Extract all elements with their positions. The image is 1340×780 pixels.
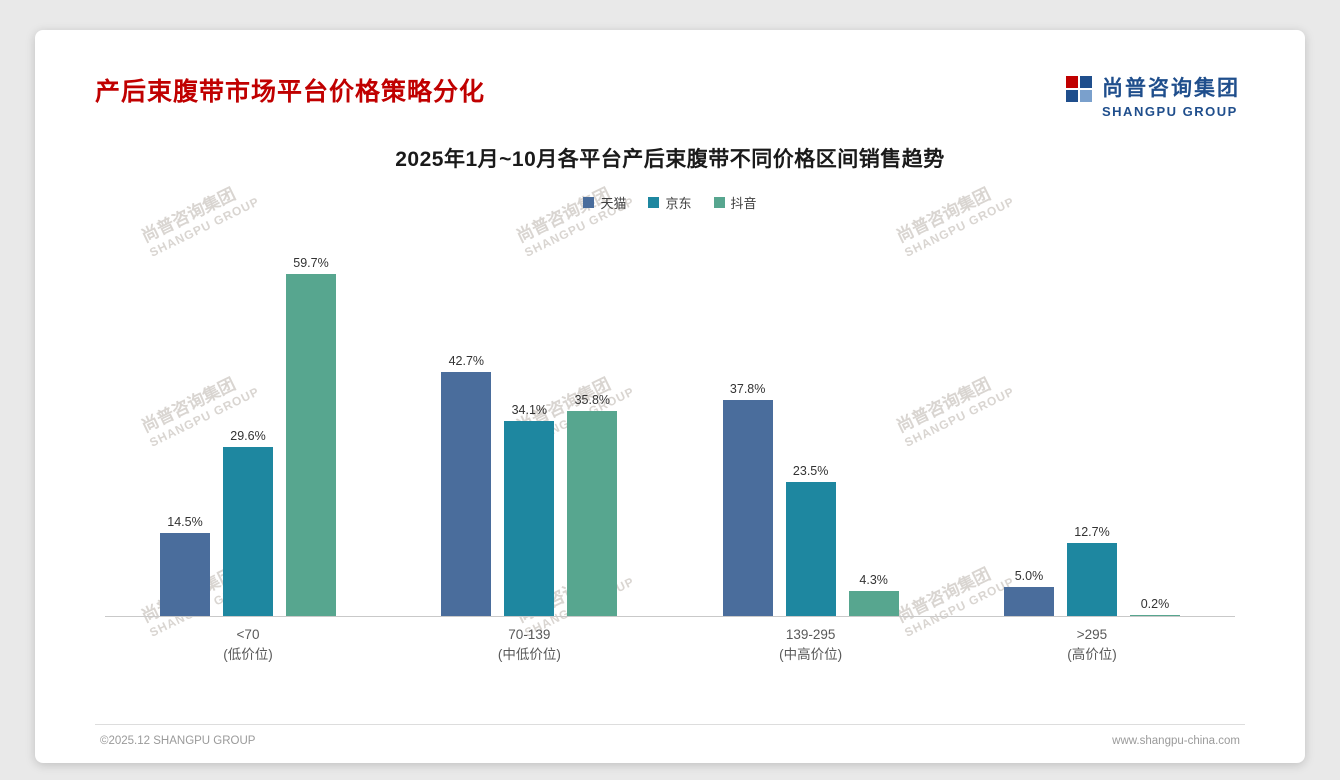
x-axis-labels: <70 (低价位) 70-139 (中低价位) 139-295 (中高价位) >295 (高价…	[105, 625, 1235, 664]
bar-column: 34.1%	[504, 403, 555, 616]
bar-value-label: 34.1%	[511, 403, 548, 417]
bar-抖音-<70	[286, 274, 336, 616]
legend-swatch	[583, 197, 595, 208]
bar-value-label: 37.8%	[729, 382, 766, 396]
legend-item-抖音: 抖音	[713, 193, 757, 212]
bar-value-label: 23.5%	[792, 464, 829, 478]
footer-copyright: ©2025.12 SHANGPU GROUP	[100, 735, 256, 747]
bar-value-label: 12.7%	[1074, 525, 1110, 539]
bar-京东->295	[1066, 543, 1117, 616]
footer-website: www.shangpu-china.com	[1112, 735, 1240, 747]
category-label-70-139: 70-139 (中低价位)	[497, 627, 561, 662]
bar-group-70-139: 42.7% 34.1% 35.8%	[441, 354, 618, 616]
category-label-<70: <70 (低价位)	[223, 627, 273, 662]
chart-title: 2025年1月~10月各平台产后束腹带不同价格区间销售趋势	[395, 148, 945, 171]
bar-抖音-139-295	[848, 591, 899, 616]
bar-column: 5.0%	[1003, 569, 1054, 616]
bar-column: 14.5%	[160, 515, 210, 616]
logo-name-cn: 尚普咨询集团	[1102, 77, 1240, 100]
bar-column: 35.8%	[567, 393, 618, 616]
legend-label: 京东	[665, 196, 692, 211]
bar-group-<70: 14.5% 29.6% 59.7%	[160, 256, 336, 616]
bar-天猫-70-139	[441, 372, 492, 616]
legend-swatch	[713, 197, 725, 208]
bar-京东-139-295	[785, 482, 836, 616]
bar-天猫->295	[1003, 587, 1054, 616]
legend-label: 天猫	[600, 196, 627, 211]
bar-value-label: 4.3%	[859, 573, 888, 587]
logo-icon	[1066, 76, 1092, 102]
chart-legend: 天猫 京东 抖音	[35, 193, 1305, 212]
bar-group-139-295: 37.8% 23.5% 4.3%	[722, 382, 899, 616]
chart-plot-area: 14.5% 29.6% 59.7% 42.7% 34.1% 35.8% 37.8% 23.5%…	[105, 245, 1235, 664]
bar-value-label: 5.0%	[1014, 569, 1044, 583]
category-label-139-295: 139-295 (中高价位)	[779, 627, 843, 662]
bar-plot: 14.5% 29.6% 59.7% 42.7% 34.1% 35.8% 37.8% 23.5%…	[105, 245, 1235, 617]
header: 产后束腹带市场平台价格策略分化 尚普咨询集团 SHANGPU GROUP	[35, 30, 1305, 119]
category-label->295: >295 (高价位)	[1067, 627, 1117, 662]
legend-label: 抖音	[730, 196, 757, 211]
bar-value-label: 42.7%	[448, 354, 485, 368]
bar-column: 29.6%	[223, 429, 273, 616]
logo-name-en: SHANGPU GROUP	[1102, 104, 1238, 119]
bar-天猫-139-295	[722, 400, 773, 616]
bar-value-label: 59.7%	[293, 256, 329, 270]
legend-item-京东: 京东	[648, 193, 692, 212]
bar-value-label: 0.2%	[1140, 597, 1170, 611]
bar-column: 59.7%	[286, 256, 336, 616]
bar-group->295: 5.0% 12.7% 0.2%	[1003, 525, 1180, 616]
bar-value-label: 14.5%	[167, 515, 203, 529]
bar-column: 37.8%	[722, 382, 773, 616]
bar-column: 0.2%	[1129, 597, 1180, 616]
bar-column: 12.7%	[1066, 525, 1117, 616]
slide-card: 尚普咨询集团 SHANGPU GROUP 尚普咨询集团 SHANGPU GROUP 尚普…	[35, 30, 1305, 763]
company-logo: 尚普咨询集团 SHANGPU GROUP	[1064, 72, 1240, 119]
bar-京东-<70	[223, 447, 273, 616]
footer: ©2025.12 SHANGPU GROUP www.shangpu-china…	[95, 724, 1245, 763]
logo-text: 尚普咨询集团 SHANGPU GROUP	[1102, 72, 1240, 119]
bar-value-label: 29.6%	[230, 429, 266, 443]
bar-抖音->295	[1129, 615, 1180, 616]
bar-column: 23.5%	[785, 464, 836, 616]
legend-item-天猫: 天猫	[583, 193, 626, 212]
bar-column: 4.3%	[848, 573, 899, 616]
legend-swatch	[648, 197, 660, 208]
bar-天猫-<70	[160, 533, 210, 616]
bar-抖音-70-139	[567, 411, 618, 616]
bar-京东-70-139	[504, 421, 555, 616]
bar-column: 42.7%	[441, 354, 492, 616]
page-title: 产后束腹带市场平台价格策略分化	[95, 78, 486, 106]
bar-value-label: 35.8%	[574, 393, 611, 407]
chart-section: 2025年1月~10月各平台产后束腹带不同价格区间销售趋势 天猫 京东 抖音 14.…	[35, 119, 1305, 664]
